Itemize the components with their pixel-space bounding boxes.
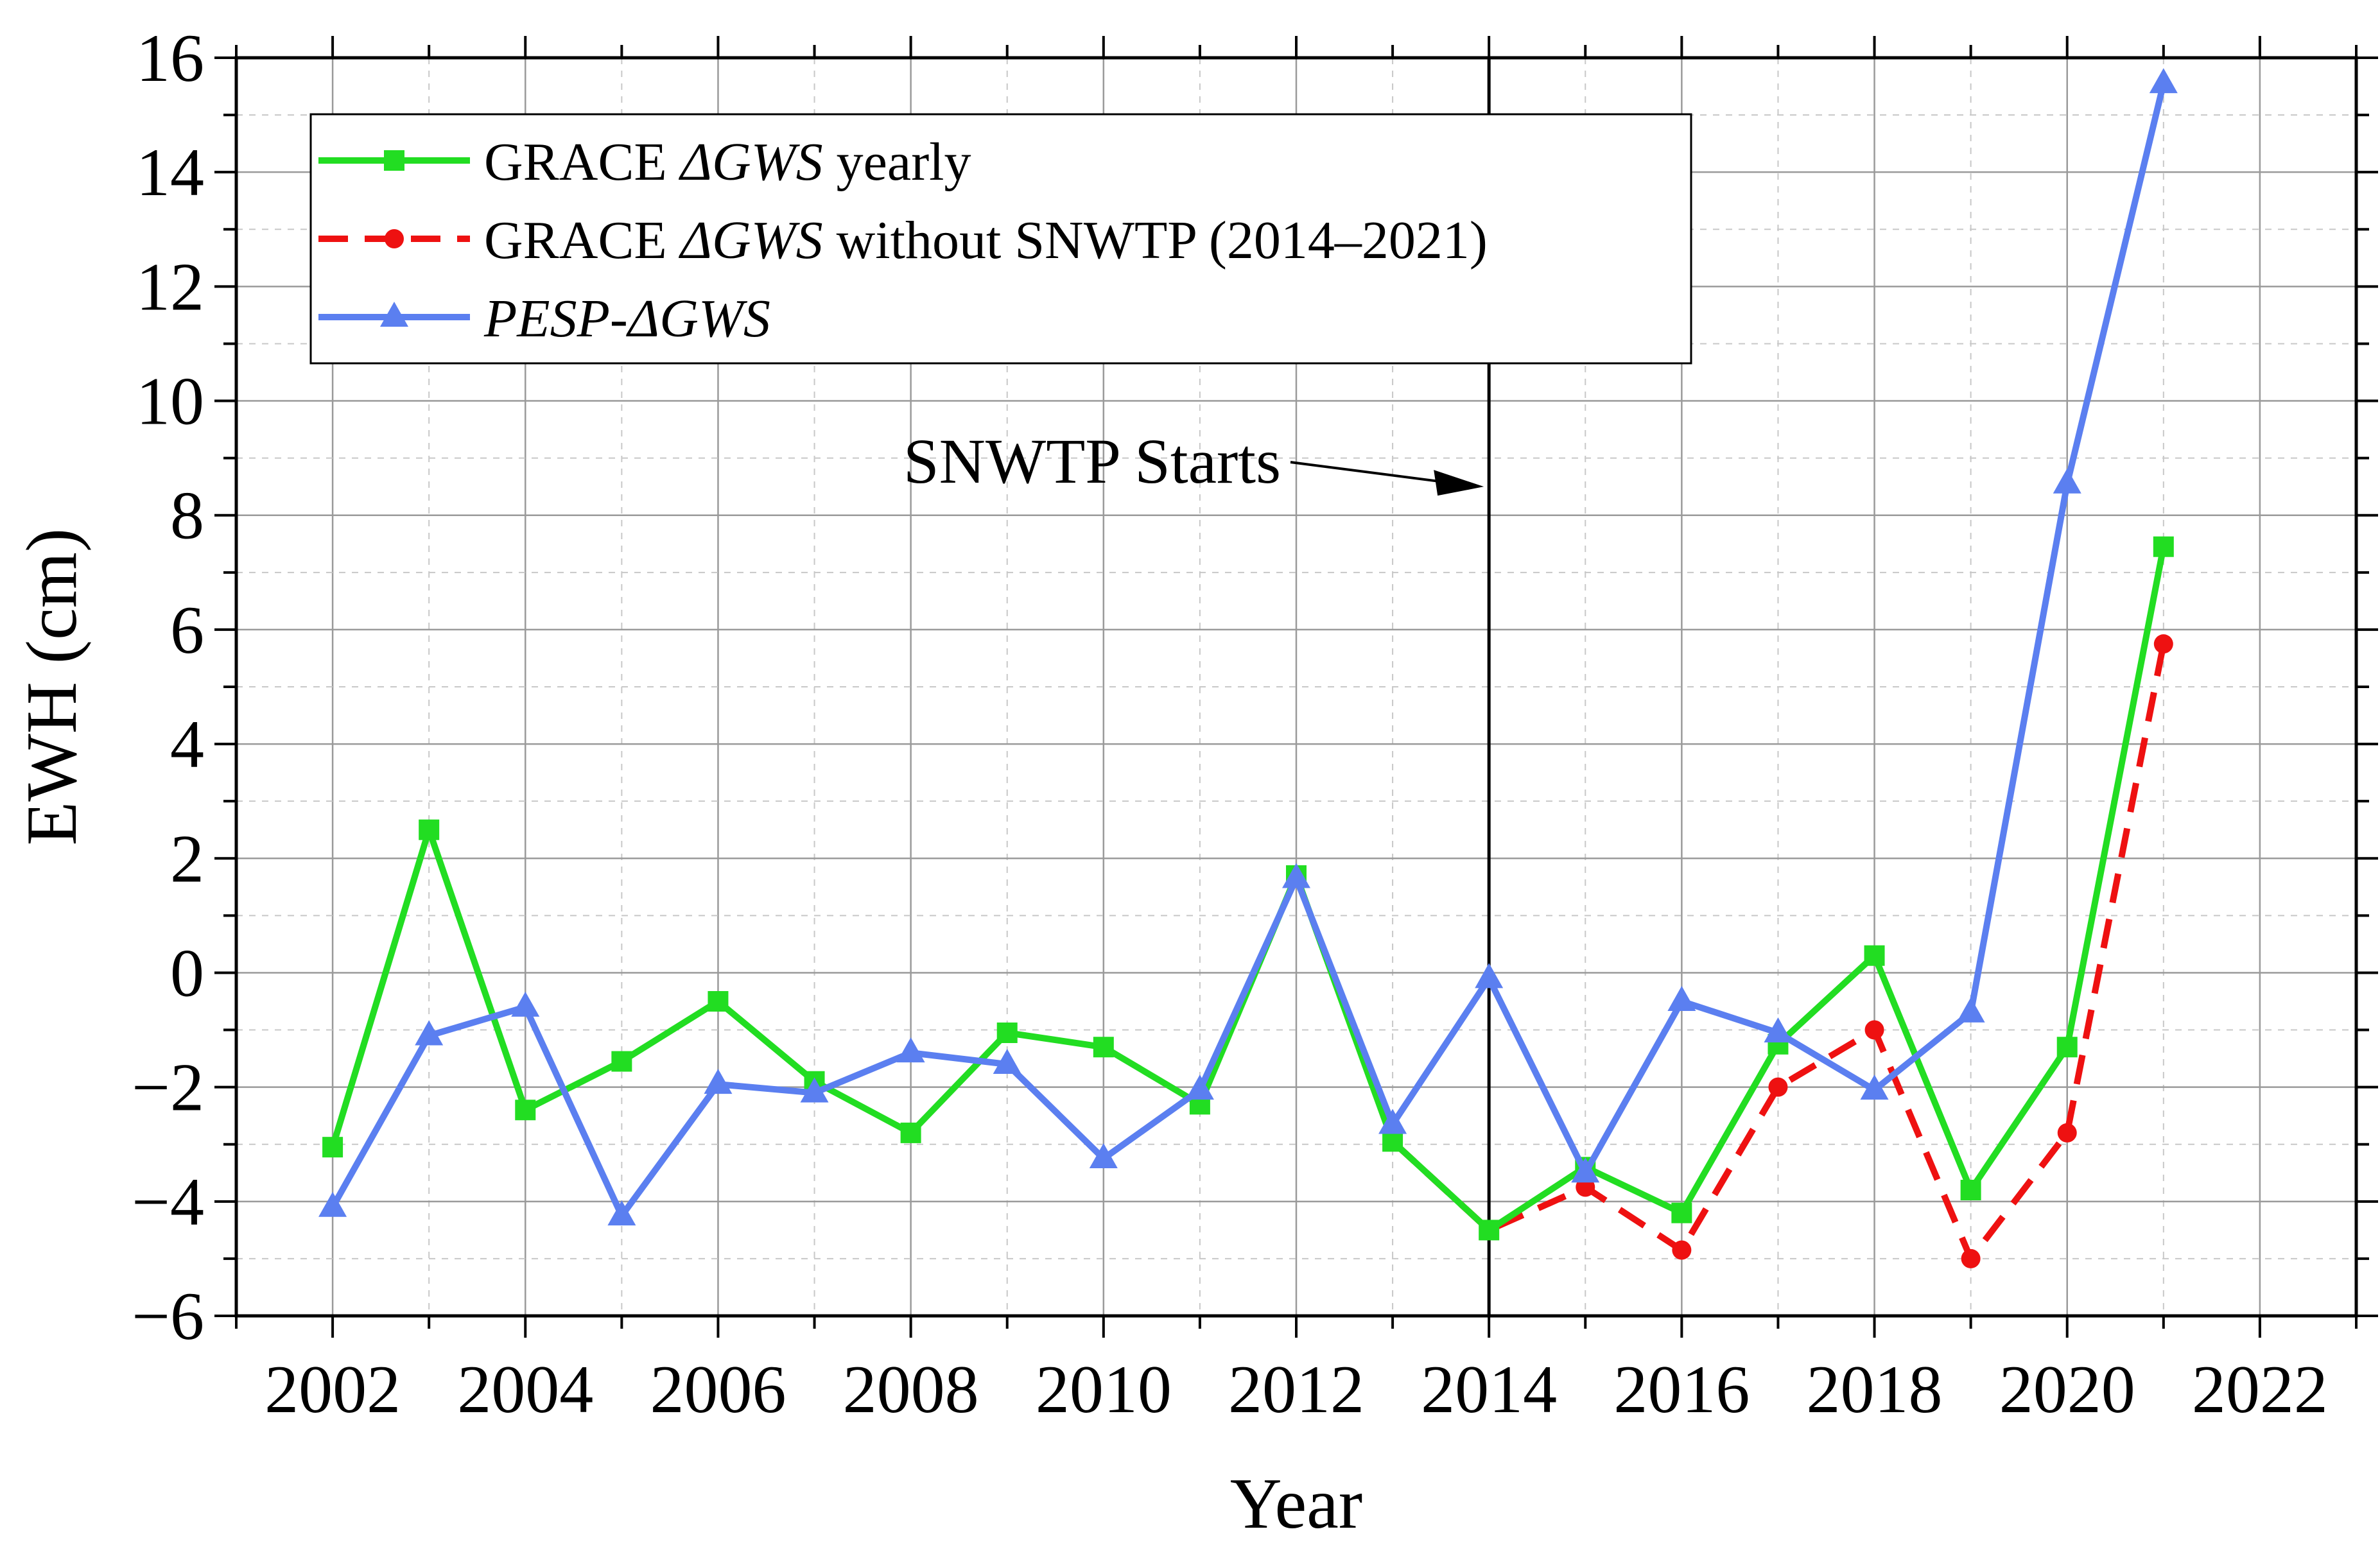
series-line: [329, 82, 2167, 1220]
legend-box: [309, 113, 1692, 365]
series-triangle: [318, 68, 2178, 1226]
data-point: [318, 1191, 347, 1217]
legend-swatch-marker: [385, 229, 404, 248]
x-tick-label: 2020: [1999, 1352, 2135, 1427]
data-point: [1382, 1131, 1403, 1152]
legend-label: GRACE ΔGWS without SNWTP (2014–2021): [484, 211, 1488, 270]
legend-label-part: without SNWTP (2014–2021): [823, 211, 1488, 270]
data-point: [1378, 1109, 1407, 1134]
y-tick-label: 8: [170, 478, 204, 553]
y-tick-label: 0: [170, 935, 204, 1010]
series-layer: [318, 68, 2178, 1268]
data-point: [1185, 1075, 1214, 1100]
annotation-label: SNWTP Starts: [903, 426, 1281, 497]
data-point: [415, 1020, 444, 1046]
data-point: [2056, 1037, 2078, 1058]
x-tick-label: 2006: [650, 1352, 786, 1427]
y-tick-label: −2: [132, 1050, 204, 1125]
data-point: [2057, 1123, 2077, 1143]
annotation-arrow-shaft: [1290, 461, 1446, 484]
data-point: [996, 1023, 1018, 1043]
data-point: [1960, 1180, 1981, 1200]
legend-label-italic: ΔGWS: [679, 132, 823, 192]
data-point: [1089, 1143, 1118, 1168]
legend-label-part: GRACE: [484, 211, 681, 270]
legend-item: GRACE ΔGWS without SNWTP (2014–2021): [318, 211, 1488, 270]
data-point: [708, 991, 729, 1012]
data-point: [2153, 536, 2174, 557]
y-tick-label: 2: [170, 821, 204, 896]
data-point: [1475, 963, 1504, 989]
legend-label: GRACE ΔGWS yearly: [484, 132, 971, 192]
legend-swatch-marker: [380, 302, 408, 327]
data-point: [900, 1122, 921, 1143]
y-tick-label: 4: [170, 707, 204, 782]
y-tick-label: 6: [170, 592, 204, 668]
data-point: [1282, 863, 1310, 888]
legend-item: PESP-ΔGWS: [318, 289, 770, 349]
annotation-arrow-head: [1434, 470, 1484, 496]
y-tick-label: 12: [136, 249, 204, 324]
data-point: [1768, 1077, 1788, 1097]
data-point: [322, 1137, 343, 1158]
data-point: [2053, 468, 2081, 494]
series-line: [329, 546, 2167, 1234]
x-tick-label: 2004: [457, 1352, 593, 1427]
y-tick-label: −4: [132, 1164, 204, 1239]
series-square: [322, 536, 2174, 1241]
legend-label: PESP-ΔGWS: [483, 289, 770, 349]
legend-label-part: yearly: [823, 132, 971, 192]
axes: 2002 2004 2006 2008 2010 2012 2014 2016 2018 2020…: [132, 21, 2378, 1427]
data-point: [1864, 945, 1885, 966]
legend-label-italic: PESP-ΔGWS: [483, 289, 770, 349]
x-tick-label: 2010: [1036, 1352, 1172, 1427]
data-point: [1961, 1248, 1981, 1268]
data-point: [511, 991, 540, 1017]
x-axis-title: Year: [1230, 1464, 1362, 1544]
data-point: [515, 1100, 536, 1121]
legend-label-italic: ΔGWS: [679, 211, 823, 270]
x-tick-label: 2012: [1228, 1352, 1364, 1427]
data-point: [2149, 68, 2178, 94]
x-tick-label: 2002: [265, 1352, 401, 1427]
series-line: [1390, 643, 2167, 1262]
data-point: [993, 1049, 1021, 1074]
annotation-layer: SNWTP Starts: [903, 58, 1491, 1316]
y-tick-label: 16: [136, 21, 204, 96]
x-tick-label: 2018: [1807, 1352, 1943, 1427]
y-tick-label: 14: [136, 135, 204, 210]
x-tick-label: 2022: [2192, 1352, 2328, 1427]
data-point: [1672, 1240, 1692, 1260]
data-point: [1671, 1202, 1692, 1223]
legend-swatch-marker: [384, 150, 404, 171]
legend-label-part: GRACE: [484, 132, 681, 192]
y-tick-label: 10: [136, 364, 204, 439]
x-tick-label: 2008: [843, 1352, 979, 1427]
data-point: [1764, 1017, 1793, 1042]
y-tick-label: −6: [132, 1279, 204, 1354]
data-point: [607, 1200, 636, 1226]
data-point: [1479, 1220, 1500, 1241]
data-point: [1571, 1157, 1600, 1183]
data-point: [419, 819, 440, 840]
y-axis-title: EWH (cm): [12, 528, 92, 845]
x-tick-label: 2016: [1613, 1352, 1750, 1427]
data-point: [1956, 997, 1985, 1023]
data-point: [1667, 986, 1696, 1011]
data-point: [704, 1069, 733, 1094]
data-point: [1093, 1037, 1114, 1058]
data-point: [800, 1077, 829, 1103]
legend-item: GRACE ΔGWS yearly: [318, 132, 971, 192]
data-point: [896, 1037, 925, 1063]
data-point: [2153, 634, 2173, 654]
data-point: [1860, 1075, 1889, 1100]
data-point: [1864, 1020, 1884, 1040]
x-tick-label: 2014: [1421, 1352, 1557, 1427]
data-point: [611, 1051, 632, 1072]
